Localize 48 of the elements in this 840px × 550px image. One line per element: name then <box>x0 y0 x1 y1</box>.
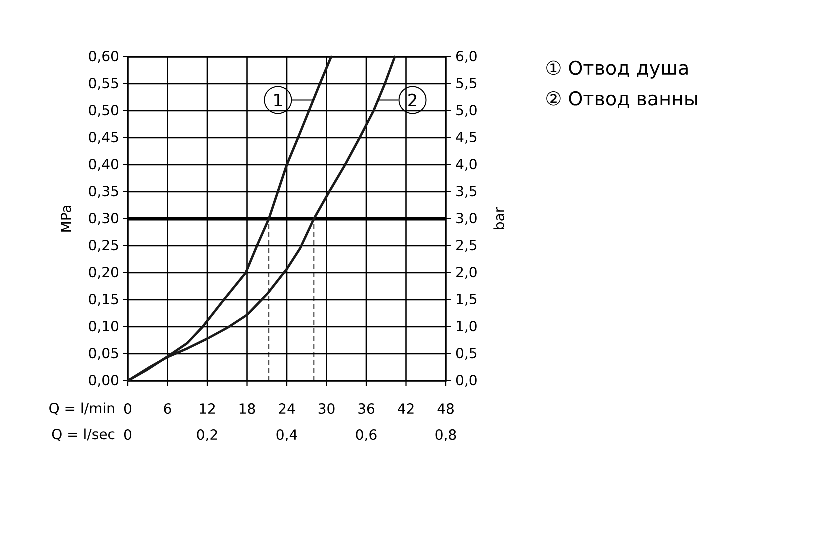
y2-tick-label: 4,0 <box>456 158 477 172</box>
x-tick-label: 48 <box>438 404 454 414</box>
y2-tick-label: 1,5 <box>457 294 477 306</box>
x-axis-title: Q = l/min <box>50 402 114 416</box>
y-tick-label: 0,00 <box>89 374 119 388</box>
x-tick-label: 6 <box>164 404 172 414</box>
x2-tick-label: 0,6 <box>356 430 377 442</box>
y2-axis-title: bar <box>494 207 505 230</box>
y-tick-label: 0,30 <box>89 212 119 226</box>
y2-tick-label: 5,5 <box>456 78 477 90</box>
y-tick-label: 0,15 <box>89 294 118 306</box>
y-tick-label: 0,20 <box>89 266 119 280</box>
text: ② Отвод ванны <box>546 91 698 108</box>
y2-tick-label: 0,5 <box>456 348 477 360</box>
y-tick-label: 0,60 <box>89 50 119 64</box>
x-tick-label: 12 <box>200 404 216 414</box>
x-tick-label: 30 <box>318 404 335 414</box>
y-tick-label: 0,25 <box>89 240 118 252</box>
x2-tick-label: 0 <box>124 430 132 440</box>
y2-tick-label: 1,0 <box>457 320 477 334</box>
y2-tick-label: 2,0 <box>456 266 477 280</box>
annotation: 2 <box>408 94 416 107</box>
y-tick-label: 0,10 <box>89 320 119 334</box>
text: ① Отвод душа <box>546 60 688 79</box>
x2-tick-label: 0,8 <box>436 430 456 442</box>
y-tick-label: 0,35 <box>89 186 118 198</box>
y-tick-label: 0,50 <box>89 104 119 118</box>
x-tick-label: 24 <box>279 404 296 414</box>
y-tick-label: 0,40 <box>89 158 119 172</box>
x2-tick-label: 0,4 <box>276 430 298 442</box>
y2-tick-label: 5,0 <box>456 104 477 118</box>
y2-tick-label: 0,0 <box>456 374 477 388</box>
y2-tick-label: 2,5 <box>456 240 477 252</box>
x2-tick-label: 0,2 <box>197 430 218 442</box>
y-tick-label: 0,55 <box>89 78 118 90</box>
y-axis-title: MPa <box>61 206 72 232</box>
y2-tick-label: 3,5 <box>456 186 477 198</box>
y-tick-label: 0,05 <box>89 348 118 360</box>
annotation: 1 <box>274 94 282 106</box>
x-tick-label: 0 <box>124 404 132 414</box>
y2-tick-label: 3,0 <box>456 212 477 226</box>
x-tick-label: 42 <box>398 404 414 414</box>
y2-tick-label: 4,5 <box>456 132 477 144</box>
x-tick-label: 18 <box>240 404 256 414</box>
x2-axis-title: Q = l/sec <box>52 428 115 442</box>
x-tick-label: 36 <box>358 404 375 414</box>
y2-tick-label: 6,0 <box>456 50 477 64</box>
y-tick-label: 0,45 <box>89 132 118 144</box>
